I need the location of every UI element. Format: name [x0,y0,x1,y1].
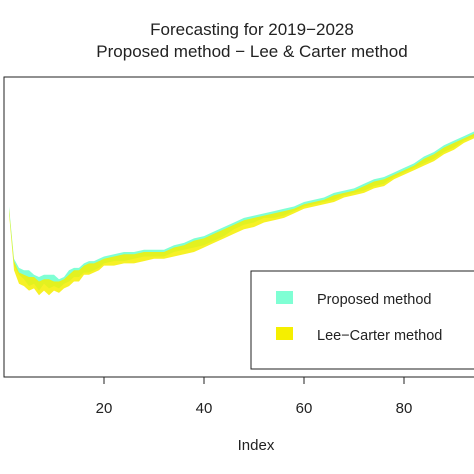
legend-label-proposed: Proposed method [317,292,431,308]
x-axis: 20 40 60 80 [96,377,413,417]
series-band-proposed [9,131,474,291]
x-tick-label: 80 [396,400,413,417]
legend-box [250,270,474,370]
series-band-lee-carter [9,133,474,296]
legend-swatch-lee-carter [276,327,293,340]
plot-area [9,131,474,296]
legend-label-lee-carter: Lee−Carter method [317,328,442,344]
x-tick-label: 60 [296,400,313,417]
chart-title: Forecasting for 2019−2028 [150,20,354,39]
x-tick-label: 40 [196,400,213,417]
x-axis-label: Index [238,437,275,454]
chart-subtitle: Proposed method − Lee & Carter method [96,42,407,61]
plot-frame [3,76,474,378]
x-tick-label: 20 [96,400,113,417]
legend: Proposed method Lee−Carter method [250,270,474,370]
legend-swatch-proposed [276,291,293,304]
